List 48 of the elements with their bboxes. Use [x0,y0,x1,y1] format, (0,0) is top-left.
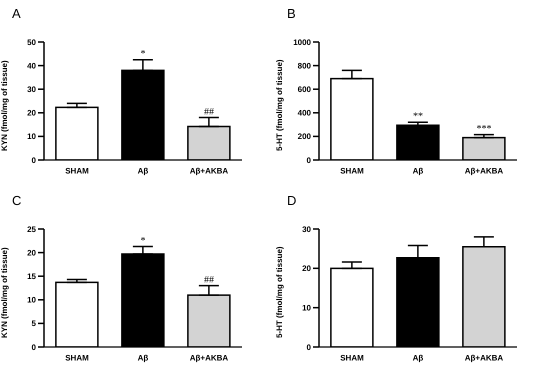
annotation: * [140,235,146,246]
y-axis-title: KYN (fmol/mg of tissue) [0,246,9,338]
y-tick-label: 10 [302,304,312,313]
annotation: ## [204,274,214,286]
y-tick-label: 200 [298,132,312,142]
chart-title: A [12,6,21,21]
x-tick-label: SHAM [65,354,90,363]
y-tick-label: 20 [27,248,37,258]
x-tick-label: Aβ [412,166,424,176]
x-tick-label: Aβ [412,354,424,363]
x-tick-label: Aβ [138,166,148,176]
x-tick-label: Aβ+AKBA [464,354,504,363]
y-tick-label: 0 [306,156,312,165]
y-tick-label: 0 [32,342,37,352]
chart-title: C [12,193,22,208]
x-tick-label: SHAM [340,166,364,176]
y-tick-label: 25 [27,224,37,234]
y-tick-label: 10 [27,132,37,142]
y-tick-label: 30 [27,85,37,94]
y-axis-title: 5-HT (fmol/mg of tissue) [274,59,284,151]
x-tick-label: Aβ+AKBA [464,166,504,176]
y-tick-label: 1000 [293,38,312,47]
y-tick-label: 15 [27,272,37,282]
y-tick-label: 0 [306,342,312,352]
y-axis-title: KYN (fmol/mg of tissue) [0,60,9,151]
y-axis-title: 5-HT (fmol/mg of tissue) [274,246,284,338]
annotation: * [140,48,146,60]
x-tick-label: SHAM [65,166,90,176]
y-tick-label: 5 [32,319,37,328]
annotation: *** [476,124,492,135]
y-tick-label: 800 [298,61,312,70]
y-tick-label: 50 [27,38,37,47]
y-tick-label: 10 [27,296,37,305]
y-tick-label: 40 [27,61,37,70]
x-tick-label: SHAM [340,354,364,363]
annotation: ** [413,111,423,122]
y-tick-label: 0 [32,156,37,165]
x-tick-label: Aβ+AKBA [190,354,228,363]
x-tick-label: Aβ+AKBA [190,166,228,176]
chart-title: D [287,193,296,208]
annotation: ## [204,106,214,118]
y-tick-label: 600 [298,85,312,94]
chart-title: B [287,6,296,21]
y-tick-label: 20 [27,108,37,118]
x-tick-label: Aβ [138,354,148,363]
y-tick-label: 400 [298,108,312,118]
y-tick-label: 30 [302,224,312,234]
y-tick-label: 20 [302,264,312,274]
